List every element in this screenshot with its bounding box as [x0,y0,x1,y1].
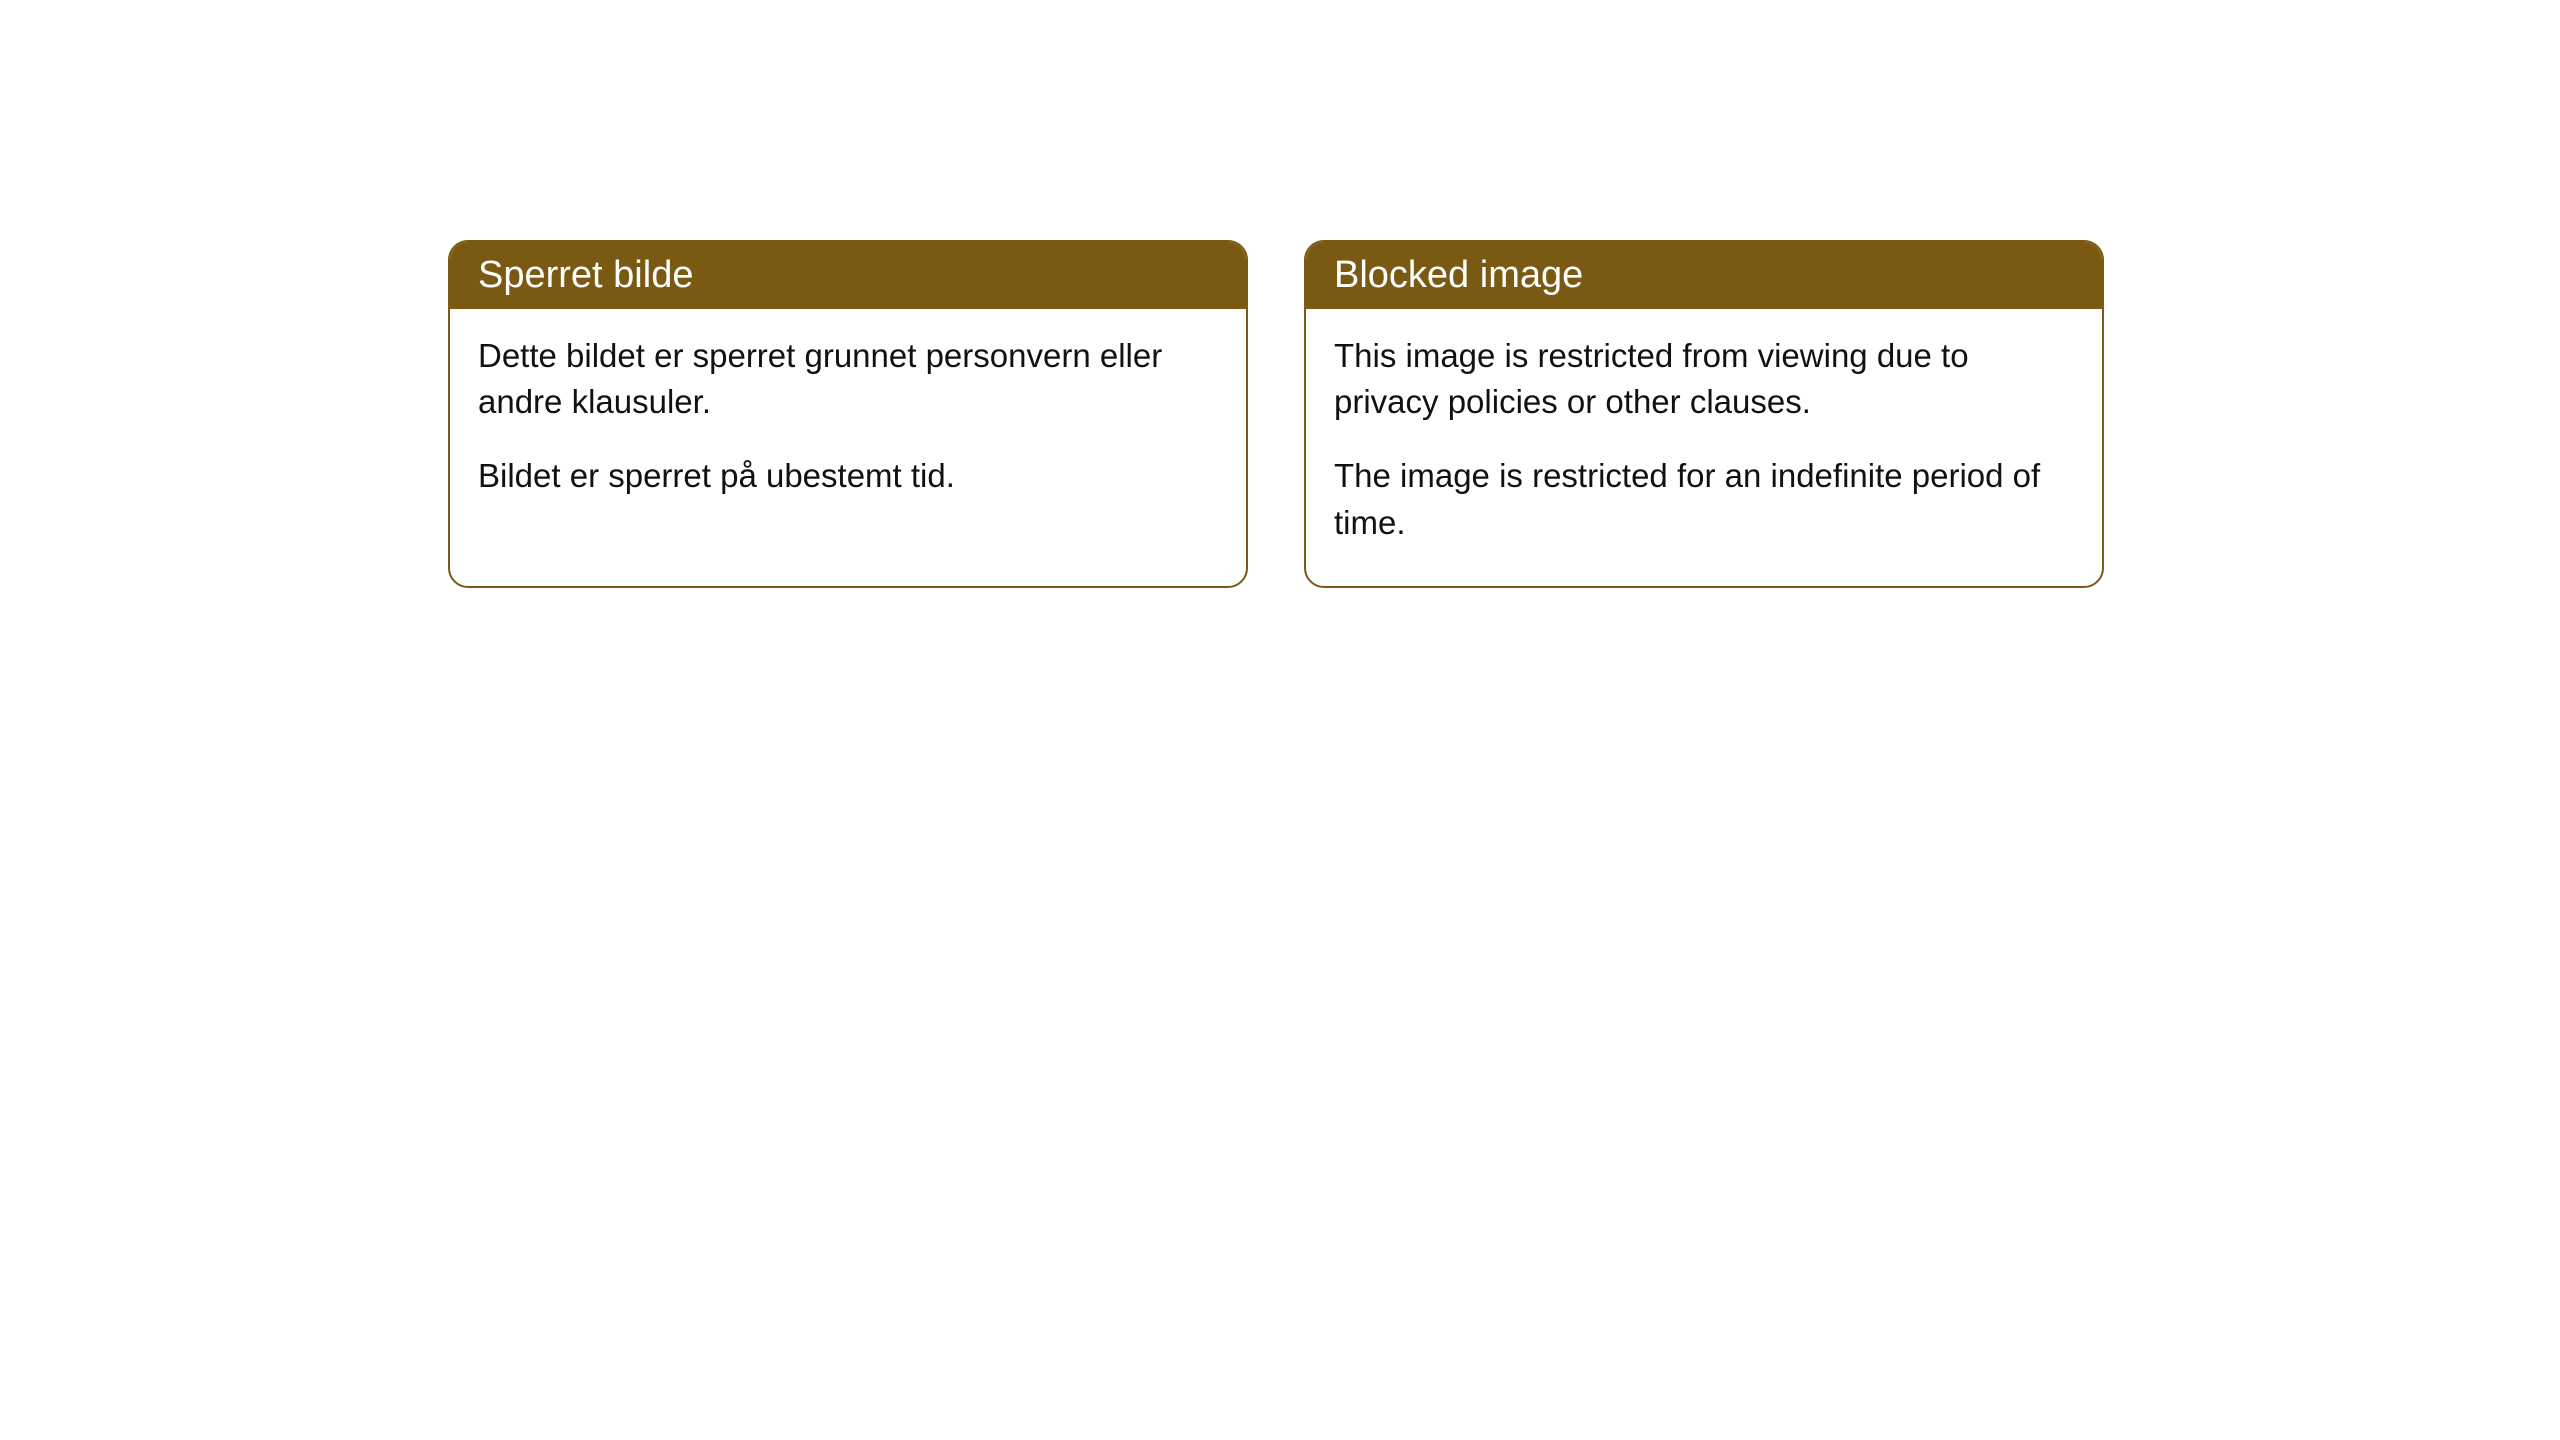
card-english: Blocked image This image is restricted f… [1304,240,2104,588]
cards-container: Sperret bilde Dette bildet er sperret gr… [0,0,2560,588]
card-norwegian: Sperret bilde Dette bildet er sperret gr… [448,240,1248,588]
card-body: This image is restricted from viewing du… [1306,309,2102,586]
card-body: Dette bildet er sperret grunnet personve… [450,309,1246,540]
card-paragraph: Bildet er sperret på ubestemt tid. [478,453,1218,499]
card-header: Sperret bilde [450,242,1246,309]
card-paragraph: This image is restricted from viewing du… [1334,333,2074,425]
card-paragraph: The image is restricted for an indefinit… [1334,453,2074,545]
card-paragraph: Dette bildet er sperret grunnet personve… [478,333,1218,425]
card-header: Blocked image [1306,242,2102,309]
